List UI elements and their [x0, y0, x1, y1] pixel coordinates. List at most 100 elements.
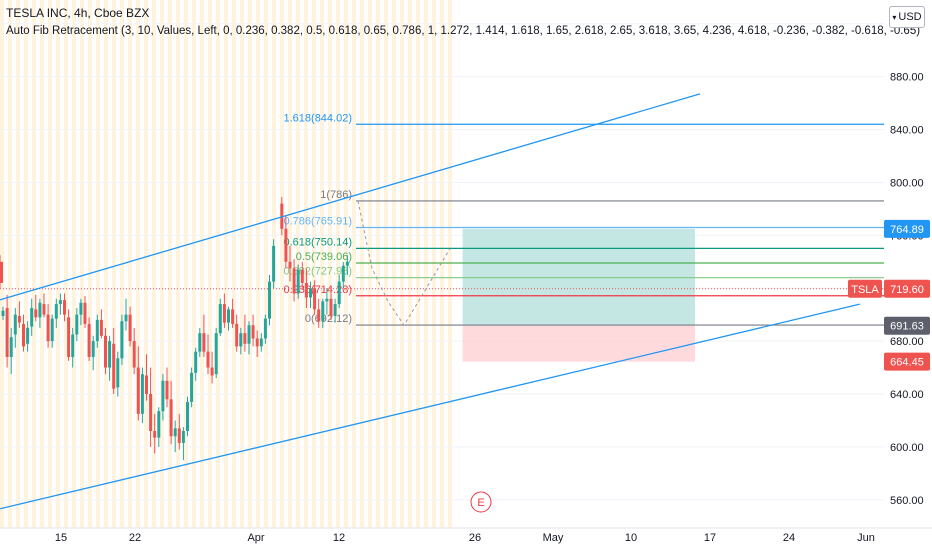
candle [272, 245, 276, 282]
y-tick-label: 840.00 [890, 125, 924, 137]
candle [161, 380, 165, 412]
y-tick-label: 640.00 [890, 389, 924, 401]
symbol-tag-label: TSLA [851, 284, 879, 296]
x-tick-label: 10 [625, 532, 637, 544]
stop-zone[interactable] [462, 325, 695, 362]
candle [104, 335, 107, 368]
upper-channel-line[interactable] [0, 93, 701, 301]
session-stripe [416, 0, 420, 528]
x-tick-label: 17 [704, 532, 716, 544]
candle [140, 374, 144, 414]
session-stripe [384, 0, 388, 528]
currency-label: USD [898, 11, 922, 23]
candle [26, 327, 30, 344]
session-stripe [96, 0, 100, 528]
session-stripe [232, 0, 236, 528]
candle [5, 308, 9, 357]
price-tag-label: 719.60 [890, 284, 924, 296]
candle [46, 314, 50, 342]
candle [34, 309, 38, 318]
candle [54, 304, 58, 319]
x-tick-label: 24 [783, 532, 795, 544]
candle [296, 269, 300, 294]
x-tick-label: 22 [129, 532, 141, 544]
indicator-legend[interactable]: Auto Fib Retracement (3, 10, Values, Lef… [6, 25, 921, 37]
session-stripe [448, 0, 452, 528]
candle [79, 302, 83, 315]
candle [243, 333, 247, 344]
candle [309, 288, 312, 298]
candle [206, 351, 210, 368]
candle [263, 318, 267, 339]
candles [0, 196, 349, 461]
session-stripe [200, 0, 204, 528]
currency-button[interactable]: ▾ USD [889, 6, 925, 28]
candle [13, 314, 17, 335]
session-stripe [304, 0, 308, 528]
session-stripe [352, 0, 356, 528]
candle [337, 281, 341, 305]
session-stripe [160, 0, 164, 528]
trend-channel[interactable] [0, 93, 861, 510]
candle [181, 431, 185, 443]
candle [38, 302, 42, 318]
candle [165, 380, 169, 400]
fib-label: 0.618(750.14) [284, 236, 353, 248]
candle [149, 393, 153, 432]
fib-label: 0(692.12) [305, 313, 352, 325]
price-tag-label: 664.45 [890, 357, 924, 369]
earnings-marker-circle[interactable] [470, 491, 492, 513]
candle [239, 333, 243, 347]
candle [198, 333, 202, 352]
fib-label: 1(786) [320, 189, 352, 201]
price-axis[interactable]: 560.00600.00640.00680.00720.00760.00800.… [884, 0, 932, 528]
price-tag [884, 219, 930, 238]
candle [0, 261, 3, 283]
fib-label: 1.618(844.02) [284, 112, 353, 124]
candle [304, 282, 308, 298]
session-stripe [128, 0, 132, 528]
candle [345, 261, 349, 266]
session-stripe [56, 0, 60, 528]
session-stripe [112, 0, 116, 528]
chart-title: TESLA INC, 4h, Cboe BZX [6, 6, 150, 20]
price-tag [884, 316, 930, 335]
x-tick-label: May [543, 532, 564, 544]
session-stripe [8, 0, 12, 528]
candle [280, 203, 284, 229]
candle [341, 265, 345, 282]
fib-swing-connector [357, 200, 451, 327]
y-tick-label: 880.00 [890, 72, 924, 84]
fib-label: 0.236(714.28) [284, 284, 353, 296]
earnings-marker[interactable]: E [470, 491, 492, 513]
candle [112, 343, 116, 389]
session-stripe [368, 0, 372, 528]
session-stripe [424, 0, 428, 528]
candle [247, 325, 251, 344]
session-stripe [224, 0, 228, 528]
candle [210, 367, 214, 376]
candle [317, 309, 321, 322]
session-stripe [192, 0, 196, 528]
y-tick-label: 800.00 [890, 177, 924, 189]
candle [177, 428, 181, 443]
candle [227, 309, 230, 323]
candle [157, 411, 161, 438]
session-stripe [88, 0, 92, 528]
session-stripe [32, 0, 36, 528]
time-axis[interactable]: 15 22 Apr 12 26 May 10 17 24 Jun [0, 527, 932, 544]
fib-retracement[interactable]: 1.618(844.02) 1(786) 0.786(765.91) 0.618(75… [0, 112, 884, 327]
candle [9, 337, 13, 357]
session-stripe [408, 0, 412, 528]
fib-label: 0.382(727.98) [284, 266, 353, 278]
session-stripe [264, 0, 268, 528]
candle [153, 431, 157, 438]
price-tag-label: 691.63 [890, 321, 924, 333]
lower-channel-line[interactable] [0, 303, 861, 510]
candle [108, 341, 112, 368]
x-tick-label: 12 [333, 532, 345, 544]
candle [83, 302, 87, 324]
fib-label: 0.786(765.91) [284, 216, 353, 228]
session-stripe [312, 0, 316, 528]
